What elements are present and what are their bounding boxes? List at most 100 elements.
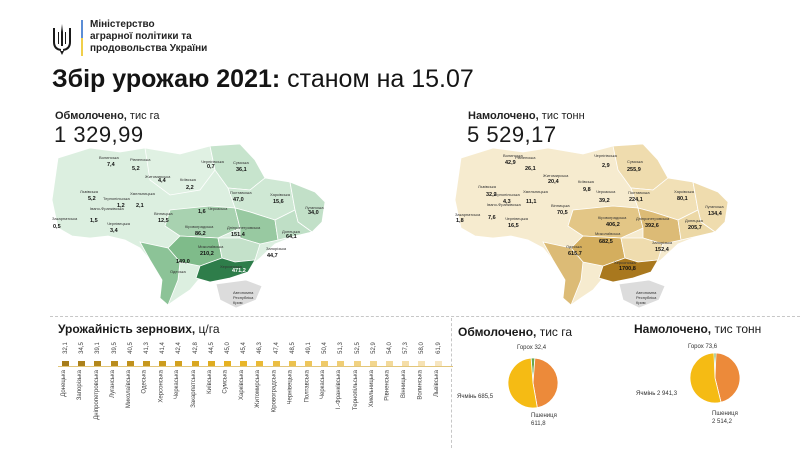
bar-value-label: 44,5	[208, 342, 215, 354]
bar-value-label: 52,5	[354, 342, 361, 354]
svg-text:0,7: 0,7	[207, 164, 215, 170]
svg-text:Крим: Крим	[233, 300, 243, 305]
bar	[78, 361, 86, 366]
pie-harvested-wheat-label: Пшениця 2 514,2	[712, 411, 738, 425]
pie-threshed	[507, 357, 559, 409]
bar-column: 46,3 Житомирська	[252, 336, 268, 446]
svg-text:205,7: 205,7	[688, 225, 702, 231]
bar-category-label: Запорізька	[77, 370, 84, 401]
bar-value-label: 48,5	[289, 342, 296, 354]
bar-category-label: Тернопільська	[352, 370, 359, 411]
svg-text:Кіровоградська: Кіровоградська	[185, 224, 214, 229]
svg-text:Чернігівська: Чернігівська	[201, 159, 225, 164]
bar	[191, 361, 199, 366]
bar-column: 32,1 Донецька	[58, 336, 74, 446]
page-title-bold: Збір урожаю 2021:	[52, 65, 281, 93]
svg-text:Полтавська: Полтавська	[628, 190, 650, 195]
bar-value-label: 32,1	[63, 342, 69, 354]
pie-threshed-peas-label: Горох 32,4	[517, 345, 547, 351]
svg-text:Одеська: Одеська	[566, 244, 583, 249]
svg-text:7,4: 7,4	[107, 162, 116, 168]
bar-value-label: 42,8	[192, 342, 199, 354]
pie-slice-1	[714, 352, 741, 403]
bar	[175, 361, 183, 366]
bar-column: 34,5 Запорізька	[74, 336, 90, 446]
bar-value-label: 41,3	[144, 342, 150, 354]
svg-text:12,5: 12,5	[158, 218, 169, 224]
bar-column: 51,3 І.-Франківська	[333, 336, 349, 446]
bar-category-label: Черкаська	[320, 370, 327, 399]
pie-threshed-wheat-label: Пшениця 611,8	[531, 413, 557, 427]
svg-text:1,8: 1,8	[456, 218, 464, 224]
bar	[272, 361, 280, 366]
bar-category-label: Житомирська	[255, 370, 262, 408]
pie-slice-1	[532, 357, 559, 409]
svg-text:Хмельницька: Хмельницька	[523, 189, 549, 194]
bar-value-label: 40,5	[127, 342, 134, 354]
svg-text:Волинська: Волинська	[503, 153, 524, 158]
svg-text:1,6: 1,6	[198, 209, 206, 215]
bar-column: 52,9 Хмельницька	[366, 336, 382, 446]
svg-text:Тернопільська: Тернопільська	[493, 192, 520, 197]
svg-text:Рівненська: Рівненська	[515, 155, 536, 160]
svg-text:36,1: 36,1	[236, 167, 247, 173]
svg-text:5,2: 5,2	[88, 196, 96, 202]
svg-text:Волинська: Волинська	[99, 155, 120, 160]
bar	[240, 361, 248, 366]
harvested-map: Автономна Республіка Крим Волинська 42,9 …	[454, 143, 729, 309]
svg-text:Закарпатська: Закарпатська	[52, 216, 78, 221]
pie-threshed-title: Обмолочено, тис га	[458, 325, 573, 339]
yield-chart-title: Урожайність зернових, ц/га	[58, 322, 220, 336]
bar-category-label: Харківська	[239, 370, 246, 400]
svg-text:471,2: 471,2	[232, 268, 246, 274]
svg-text:Чернігівська: Чернігівська	[594, 153, 618, 158]
svg-text:Харківська: Харківська	[270, 192, 291, 197]
bar-category-label: Донецька	[61, 370, 67, 397]
svg-text:149,0: 149,0	[176, 259, 190, 265]
svg-text:Івано-Франківська: Івано-Франківська	[487, 202, 522, 207]
svg-text:Автономна: Автономна	[636, 290, 657, 295]
svg-text:Житомирська: Житомирська	[145, 174, 171, 179]
svg-text:Дніпропетровська: Дніпропетровська	[227, 225, 261, 230]
svg-text:406,2: 406,2	[606, 222, 620, 228]
svg-text:4,4: 4,4	[158, 178, 167, 184]
svg-text:Донецька: Донецька	[282, 229, 301, 234]
svg-text:Запорізька: Запорізька	[652, 240, 673, 245]
bar-value-label: 42,4	[176, 342, 183, 354]
section-divider	[50, 316, 800, 317]
bar-value-label: 34,5	[79, 342, 86, 354]
svg-text:Вінницька: Вінницька	[551, 203, 570, 208]
bar	[402, 361, 410, 366]
bar-category-label: Сумська	[223, 370, 229, 394]
crimea-region	[618, 279, 666, 309]
svg-text:Івано-Франківська: Івано-Франківська	[90, 206, 125, 211]
svg-text:392,6: 392,6	[645, 223, 659, 229]
threshed-label: Обмолочено, тис га	[55, 110, 160, 122]
bar-column: 45,4 Харківська	[236, 336, 252, 446]
bar-column: 48,5 Чернівецька	[285, 336, 301, 446]
bar-value-label: 39,1	[95, 342, 102, 354]
svg-text:Республіка: Республіка	[636, 295, 657, 300]
bar-column: 54,0 Рівненська	[382, 336, 398, 446]
bar	[159, 361, 167, 366]
svg-text:16,5: 16,5	[508, 223, 519, 229]
bar	[418, 361, 426, 366]
svg-text:Миколаївська: Миколаївська	[198, 244, 224, 249]
bar-category-label: Львівська	[433, 370, 440, 397]
svg-text:4,3: 4,3	[503, 199, 511, 205]
bar-column: 42,8 Закарпатська	[188, 336, 204, 446]
bar-value-label: 41,4	[160, 342, 167, 354]
svg-text:255,9: 255,9	[627, 167, 641, 173]
svg-text:Кіровоградська: Кіровоградська	[598, 215, 627, 220]
bar-category-label: Луганська	[109, 370, 116, 398]
svg-text:Черкаська: Черкаська	[596, 189, 616, 194]
bar-value-label: 52,9	[370, 342, 377, 354]
svg-text:Луганська: Луганська	[305, 205, 324, 210]
bar-value-label: 61,9	[435, 342, 442, 354]
region-labels: Волинська 42,9 Рівненська 26,1 Житомирська…	[455, 153, 724, 272]
pie-threshed-barley-label: Ячмінь 685,5	[457, 394, 494, 400]
bar-category-label: Черкаська	[174, 370, 181, 399]
svg-text:682,5: 682,5	[599, 239, 613, 245]
svg-text:Хмельницька: Хмельницька	[130, 191, 156, 196]
svg-text:11,1: 11,1	[526, 199, 536, 205]
